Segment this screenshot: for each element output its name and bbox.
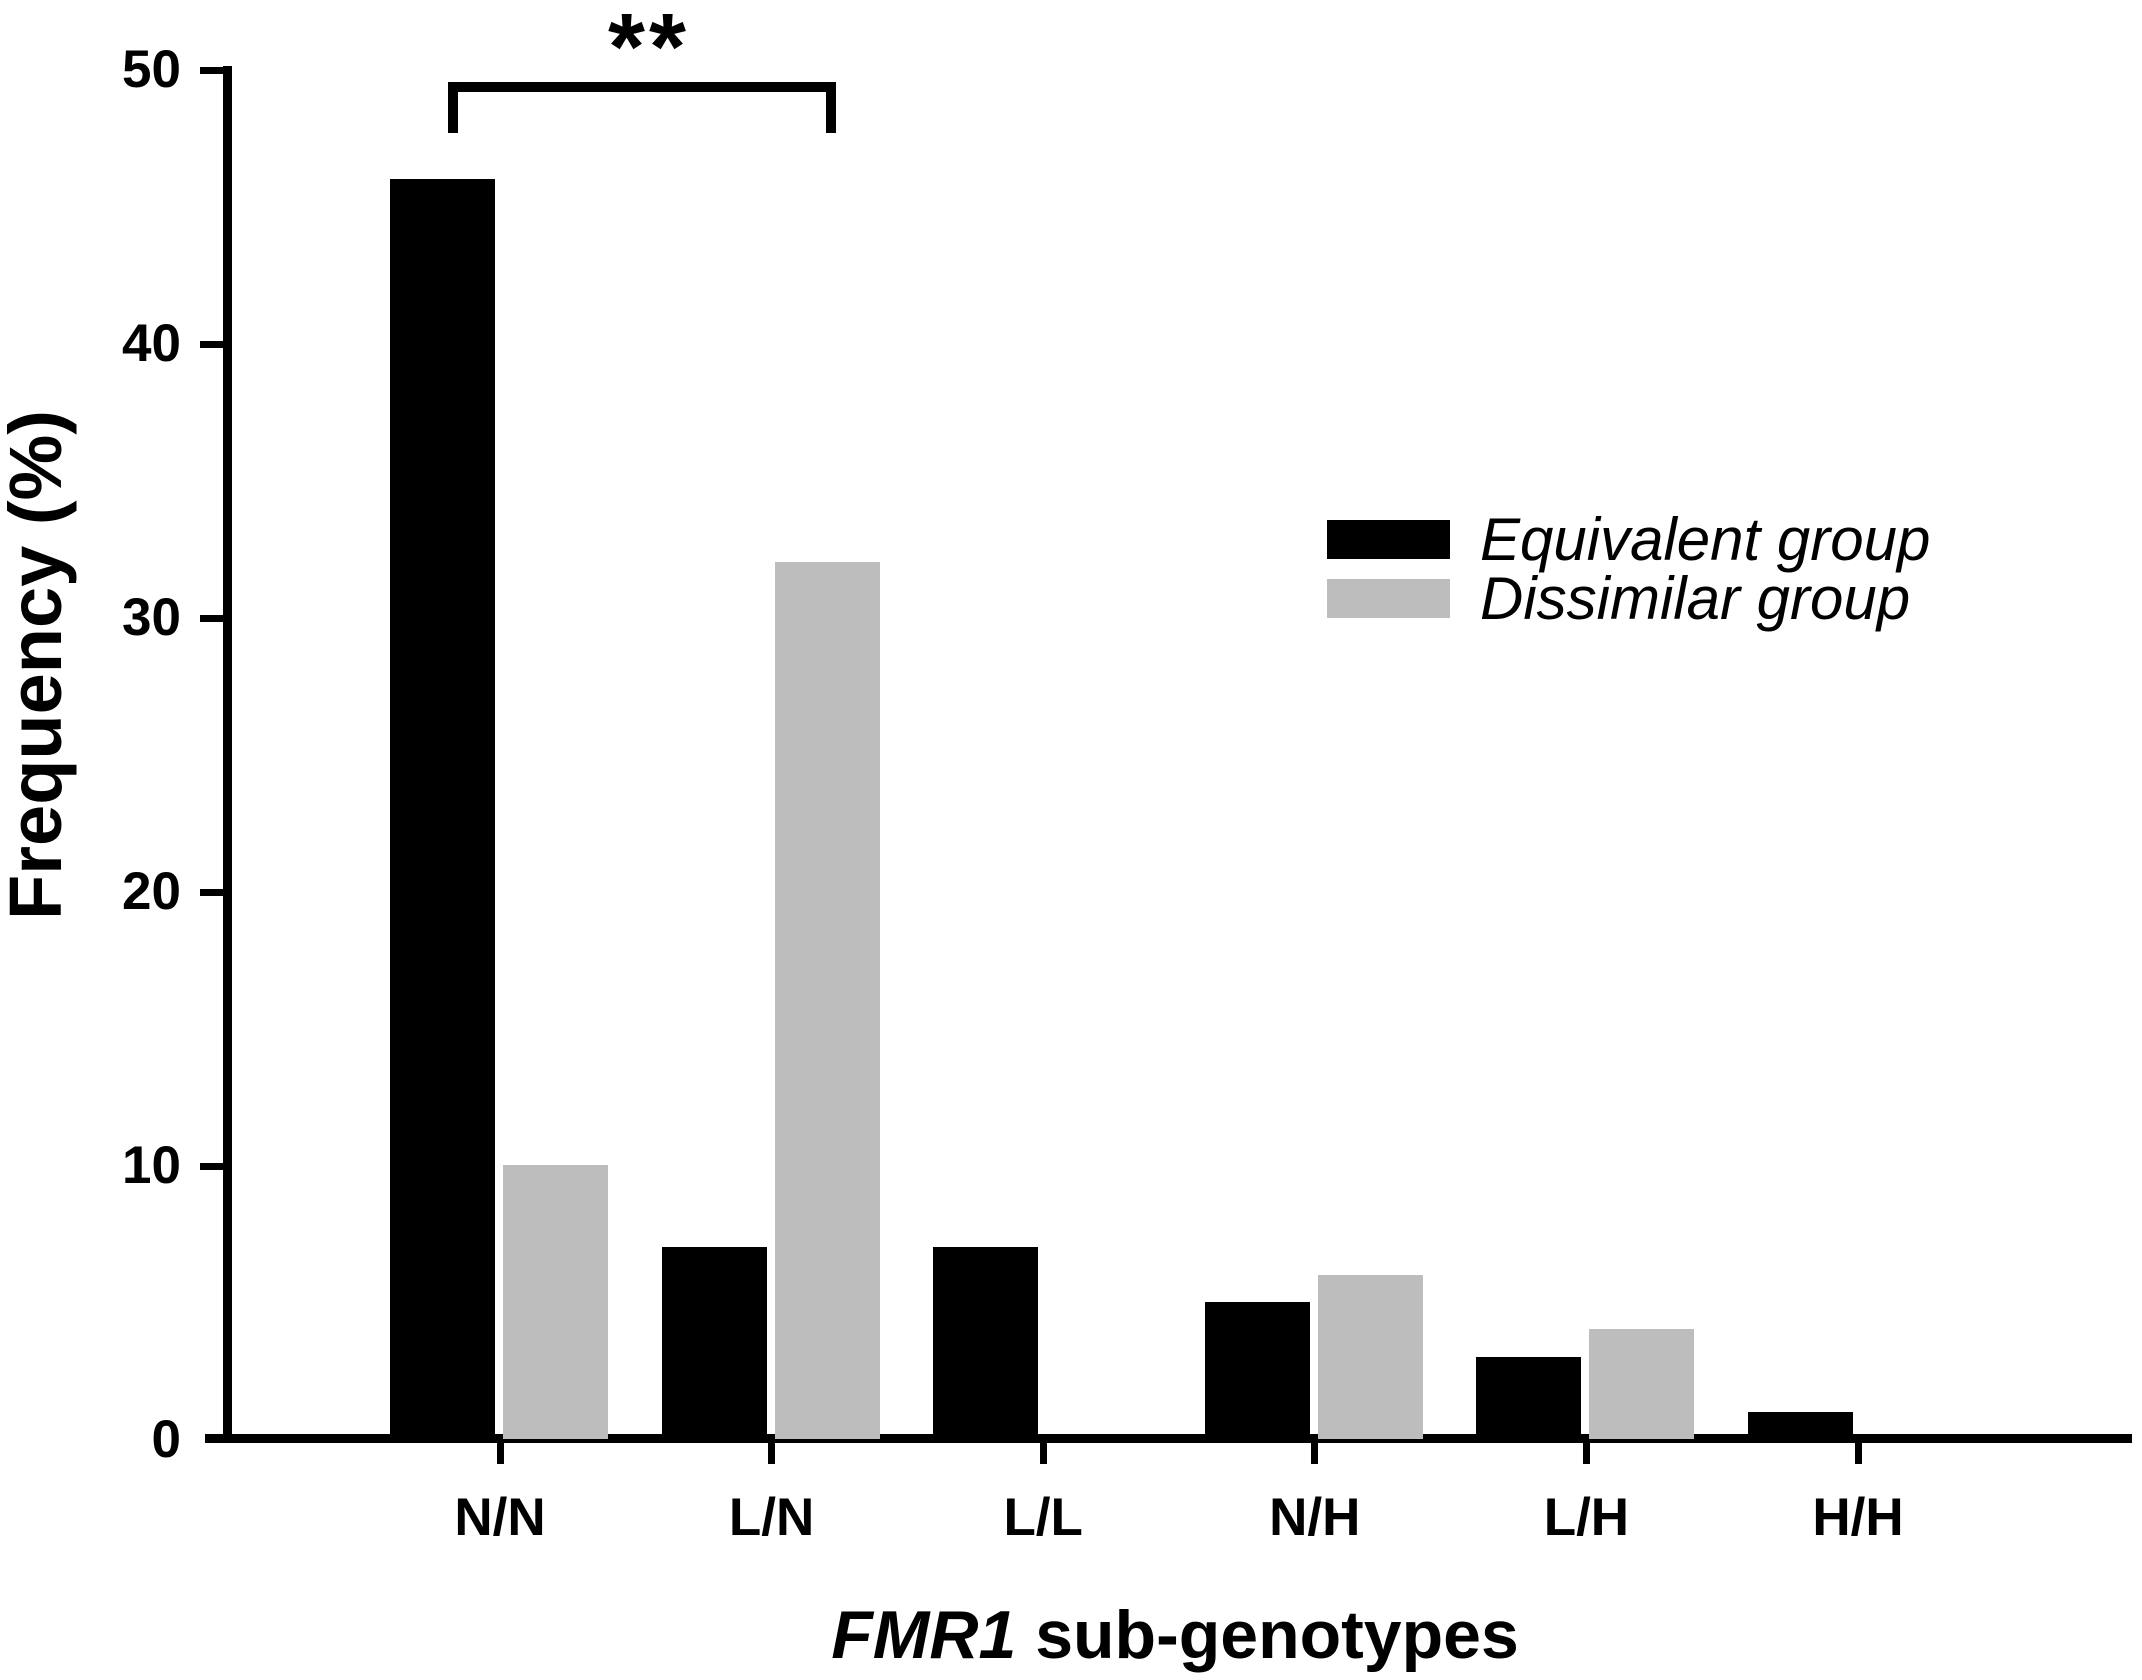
legend-swatch-dissimilar: [1327, 579, 1450, 618]
y-axis-line: [223, 66, 232, 1443]
bar-dissimilar-group-n-h: [1317, 1275, 1423, 1439]
bar-equivalent-group-n-h: [1204, 1302, 1310, 1439]
bar-dissimilar-group-n-n: [503, 1165, 608, 1439]
x-axis-title: FMR1 sub-genotypes: [675, 1596, 1675, 1674]
x-tick-l-n: [768, 1443, 776, 1464]
y-tick-label-30: 30: [122, 588, 181, 647]
significance-stars: **: [608, 0, 690, 100]
y-tick-label-10: 10: [122, 1136, 181, 1195]
x-axis-line: [205, 1434, 2132, 1443]
bar-equivalent-group-l-h: [1476, 1357, 1582, 1439]
x-tick-n-h: [1311, 1443, 1319, 1464]
y-tick-40: [200, 340, 226, 348]
x-tick-l-l: [1039, 1443, 1047, 1464]
bar-dissimilar-group-l-n: [774, 562, 880, 1439]
x-tick-label-l-h: L/H: [1543, 1488, 1630, 1547]
y-tick-label-0: 0: [151, 1410, 181, 1469]
x-tick-label-n-h: N/H: [1269, 1488, 1361, 1547]
y-tick-50: [200, 66, 226, 74]
legend-label-dissimilar: Dissimilar group: [1480, 565, 1911, 632]
x-tick-h-h: [1854, 1443, 1862, 1464]
significance-bracket: [448, 82, 836, 133]
legend-label-equivalent: Equivalent group: [1480, 506, 1931, 573]
legend-swatch-equivalent: [1327, 520, 1450, 559]
legend-row-equivalent: Equivalent group: [1327, 506, 1930, 573]
x-tick-label-l-n: L/N: [728, 1488, 815, 1547]
x-axis-title-gene: FMR1: [831, 1597, 1017, 1673]
y-tick-label-50: 50: [122, 40, 181, 99]
x-tick-label-l-l: L/L: [1003, 1488, 1083, 1547]
bar-equivalent-group-l-l: [933, 1247, 1039, 1439]
legend-row-dissimilar: Dissimilar group: [1327, 565, 1910, 632]
y-tick-30: [200, 614, 226, 622]
x-tick-label-n-n: N/N: [454, 1488, 546, 1547]
bar-equivalent-group-n-n: [390, 179, 495, 1439]
bar-equivalent-group-l-n: [661, 1247, 767, 1439]
x-tick-l-h: [1582, 1443, 1590, 1464]
y-tick-label-20: 20: [122, 862, 181, 921]
x-tick-n-n: [496, 1443, 504, 1464]
y-tick-10: [200, 1162, 226, 1170]
bar-dissimilar-group-l-h: [1589, 1329, 1695, 1439]
y-tick-label-40: 40: [122, 314, 181, 373]
bar-equivalent-group-h-h: [1748, 1412, 1853, 1439]
x-tick-label-h-h: H/H: [1812, 1488, 1904, 1547]
y-tick-20: [200, 888, 226, 896]
x-axis-title-rest: sub-genotypes: [1016, 1597, 1519, 1673]
